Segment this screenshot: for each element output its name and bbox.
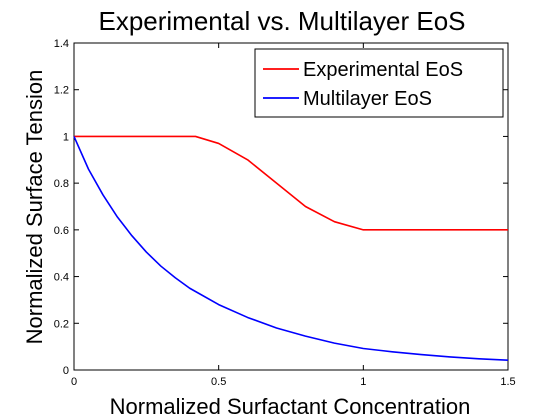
legend-label: Experimental EoS [303, 59, 463, 81]
legend-label: Multilayer EoS [303, 88, 432, 110]
y-tick-label: 0.4 [54, 272, 69, 284]
y-tick-label: 1.4 [54, 38, 69, 50]
legend-box [254, 48, 504, 118]
x-tick-label: 0.5 [211, 376, 226, 388]
y-tick-label: 1.2 [54, 85, 69, 97]
y-tick-label: 0.6 [54, 225, 69, 237]
y-tick-label: 1 [63, 131, 69, 143]
x-tick-label: 1 [360, 376, 366, 388]
x-tick-label: 1.5 [500, 376, 515, 388]
x-axis-ticks: 0 0.5 1 1.5 [71, 43, 516, 388]
legend: Experimental EoS Multilayer EoS [254, 48, 504, 118]
axes-frame [73, 42, 509, 371]
axes-box [73, 42, 509, 371]
y-tick-label: 0 [63, 365, 69, 377]
x-tick-label: 0 [71, 376, 77, 388]
x-axis-label: Normalized Surfactant Concentration [110, 394, 471, 419]
series-line-1 [73, 136, 509, 361]
y-axis-label: Normalized Surface Tension [22, 70, 47, 345]
chart-title: Experimental vs. Multilayer EoS [98, 6, 465, 36]
series-layer [73, 135, 509, 361]
y-axis-ticks: 0 0.2 0.4 0.6 0.8 1 1.2 1.4 [54, 38, 508, 377]
series-line-0 [74, 135, 508, 231]
y-tick-label: 0.2 [54, 318, 69, 330]
y-tick-label: 0.8 [54, 178, 69, 190]
